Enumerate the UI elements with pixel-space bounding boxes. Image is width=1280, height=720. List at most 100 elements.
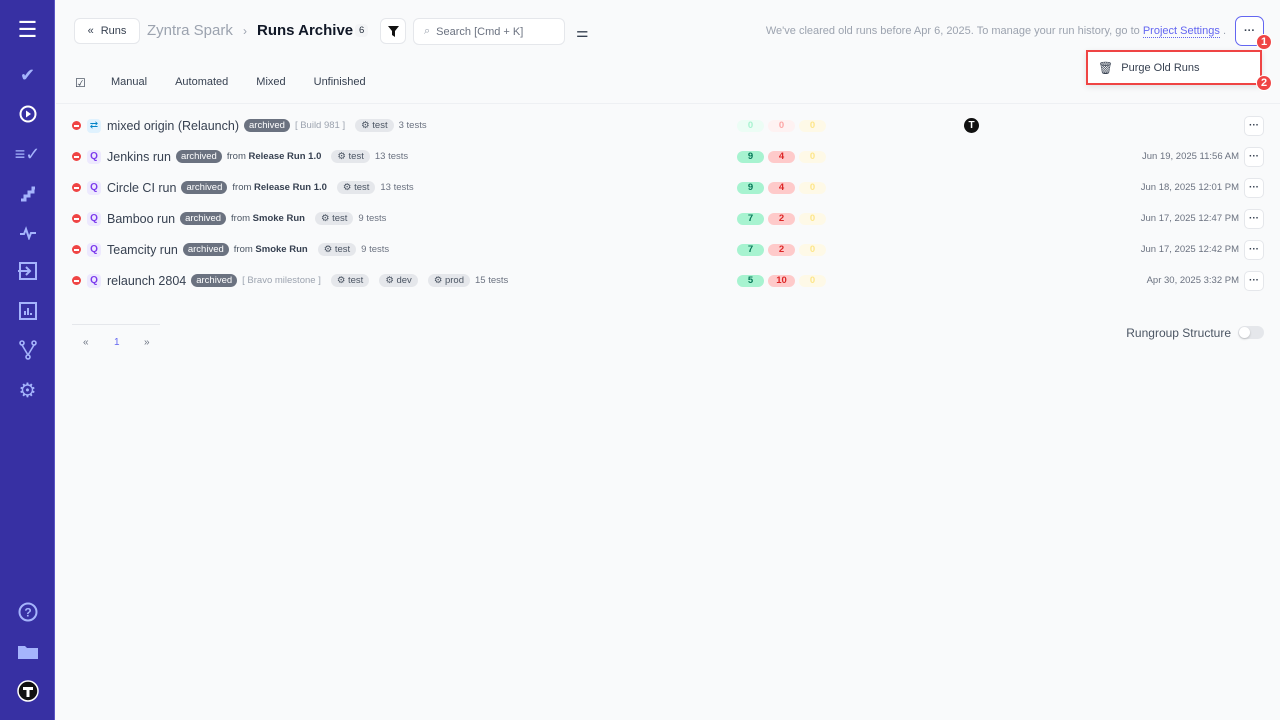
archived-status-icon	[72, 245, 81, 254]
back-label: Runs	[100, 25, 127, 37]
automated-icon: Q	[87, 180, 101, 195]
back-to-runs-button[interactable]: « Runs	[74, 18, 140, 44]
passed-count: 7	[737, 212, 764, 225]
pulse-icon[interactable]	[0, 218, 55, 248]
skipped-count: 0	[799, 212, 826, 225]
status-badge: archived	[244, 119, 290, 132]
annotation-badge-1: 1	[1256, 34, 1272, 50]
stairs-icon[interactable]	[0, 178, 55, 208]
run-title[interactable]: Jenkins run	[107, 149, 171, 164]
run-title[interactable]: Teamcity run	[107, 242, 178, 257]
row-more-button[interactable]: ···	[1244, 115, 1264, 136]
failed-count: 4	[768, 181, 795, 194]
run-title[interactable]: mixed origin (Relaunch)	[107, 118, 240, 133]
double-chevron-left-icon: «	[87, 25, 94, 37]
page-1-button[interactable]: 1	[114, 337, 120, 348]
filter-button[interactable]	[380, 18, 406, 44]
next-page-button[interactable]: »	[144, 337, 150, 348]
run-row[interactable]: Q Jenkins run archived from Release Run 1…	[56, 141, 1280, 172]
run-origin: from Release Run 1.0	[232, 182, 327, 193]
source-run: Release Run 1.0	[248, 151, 322, 162]
settings-sliders-icon[interactable]: ⚌	[576, 24, 589, 40]
passed-count: 9	[737, 181, 764, 194]
breadcrumb-project[interactable]: Zyntra Spark	[147, 22, 233, 39]
tests-count: 13 tests	[374, 151, 409, 162]
tag-label: test	[348, 275, 364, 286]
status-badge: archived	[180, 212, 227, 225]
tests-count: 3 tests	[398, 120, 427, 131]
from-label: from	[231, 213, 251, 224]
run-row[interactable]: Q Teamcity run archived from Smoke Run ⚙ t…	[56, 234, 1280, 265]
menu-icon[interactable]: ☰	[17, 17, 38, 42]
play-circle-icon[interactable]	[0, 99, 55, 129]
status-badge: archived	[175, 150, 222, 163]
run-origin: from Release Run 1.0	[227, 151, 322, 162]
tab-manual[interactable]: Manual	[111, 76, 148, 88]
row-more-button[interactable]: ···	[1244, 177, 1264, 198]
select-all-icon[interactable]: ☑	[75, 76, 86, 90]
purge-old-runs-menu-item[interactable]: Purge Old Runs	[1121, 61, 1200, 74]
search-icon: ⌕	[424, 25, 431, 37]
help-icon[interactable]: ?	[0, 597, 55, 627]
avatar[interactable]	[0, 676, 55, 706]
row-more-button[interactable]: ···	[1244, 270, 1264, 291]
run-row[interactable]: Q Circle CI run archived from Release Run…	[56, 172, 1280, 203]
run-origin: from Smoke Run	[231, 213, 305, 224]
gear-icon: ⚙	[361, 120, 370, 131]
tab-unfinished[interactable]: Unfinished	[313, 76, 366, 88]
check-icon[interactable]: ✔	[19, 64, 36, 85]
search-input[interactable]: ⌕ Search [Cmd + K]	[413, 18, 565, 45]
tests-count: 9 tests	[358, 213, 387, 224]
passed-count: 5	[737, 274, 764, 287]
run-title[interactable]: Circle CI run	[107, 180, 177, 195]
tab-mixed[interactable]: Mixed	[256, 76, 286, 88]
source-run: Smoke Run	[255, 244, 308, 255]
gear-icon[interactable]: ⚙	[18, 379, 37, 402]
prev-page-button[interactable]: «	[83, 337, 89, 348]
retention-notice: We've cleared old runs before Apr 6, 202…	[765, 25, 1226, 38]
breadcrumb-separator: ›	[243, 24, 247, 38]
run-title[interactable]: relaunch 2804	[107, 273, 187, 288]
branch-icon[interactable]	[0, 335, 55, 365]
run-title[interactable]: Bamboo run	[107, 211, 176, 226]
from-label: from	[226, 151, 246, 162]
tag-label: test	[334, 244, 351, 255]
status-badge: archived	[191, 274, 238, 287]
avatar: T	[964, 118, 979, 133]
env-tag: ⚙ dev	[379, 274, 418, 287]
notice-text: We've cleared old runs before Apr 6, 202…	[765, 25, 1140, 37]
status-badge: archived	[182, 243, 229, 256]
skipped-count: 0	[799, 274, 826, 287]
project-settings-link[interactable]: Project Settings	[1142, 25, 1220, 38]
failed-count: 4	[768, 150, 795, 163]
run-date: Jun 18, 2025 12:01 PM	[1140, 182, 1239, 193]
run-origin: from Smoke Run	[234, 244, 308, 255]
run-meta: [ Build 981 ]	[294, 120, 346, 131]
tag-label: prod	[444, 275, 464, 286]
row-more-button[interactable]: ···	[1244, 146, 1264, 167]
row-more-button[interactable]: ···	[1244, 208, 1264, 229]
row-more-button[interactable]: ···	[1244, 239, 1264, 260]
rungroup-structure-toggle[interactable]	[1238, 326, 1264, 339]
list-check-icon[interactable]: ≡✓	[14, 143, 41, 164]
archived-status-icon	[72, 276, 81, 285]
run-row[interactable]: Q relaunch 2804 archived [ Bravo mileston…	[56, 265, 1280, 296]
failed-count: 0	[768, 119, 795, 132]
tests-count: 13 tests	[380, 182, 414, 193]
source-run: Smoke Run	[252, 213, 305, 224]
chart-icon[interactable]	[0, 296, 55, 326]
env-tag: ⚙ test	[317, 243, 357, 256]
import-icon[interactable]	[0, 256, 55, 286]
from-label: from	[233, 244, 253, 255]
folder-icon[interactable]	[0, 636, 55, 666]
run-date: Jun 19, 2025 11:56 AM	[1141, 151, 1239, 162]
tab-automated[interactable]: Automated	[175, 76, 229, 88]
gear-icon: ⚙	[323, 244, 333, 255]
run-row[interactable]: ⇄ mixed origin (Relaunch) archived [ Buil…	[56, 110, 1280, 141]
run-row[interactable]: Q Bamboo run archived from Smoke Run ⚙ tes…	[56, 203, 1280, 234]
automated-icon: Q	[87, 273, 101, 288]
tag-label: test	[354, 182, 370, 193]
notice-end: .	[1222, 25, 1226, 37]
tag-label: test	[372, 120, 388, 131]
annotation-badge-2: 2	[1256, 75, 1272, 91]
